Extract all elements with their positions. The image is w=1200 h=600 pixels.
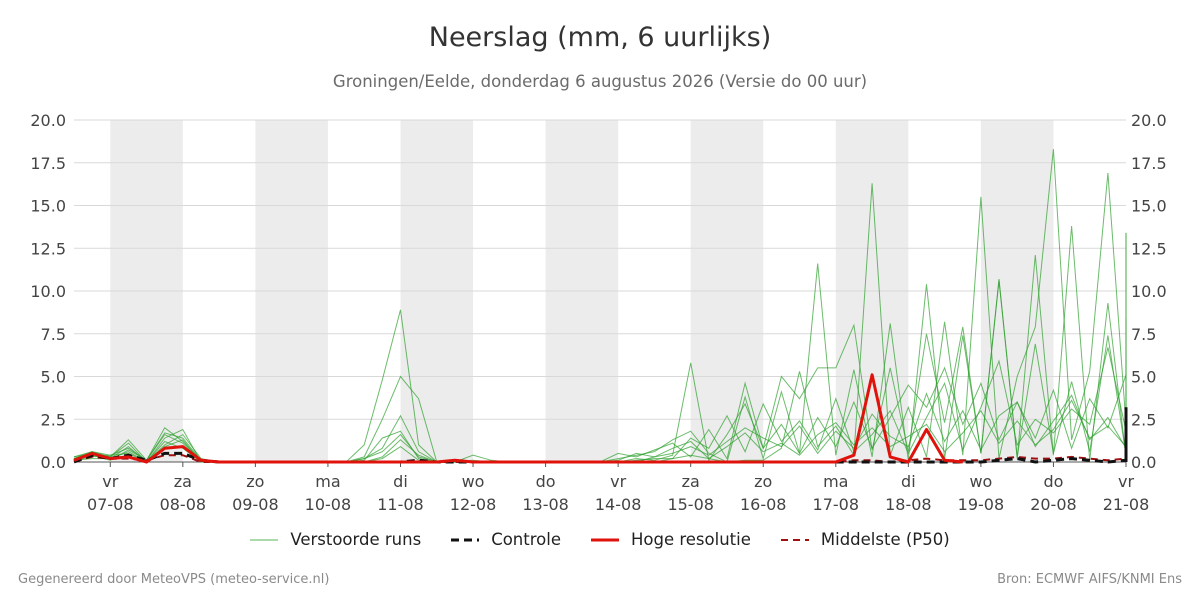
y-tick-label-left: 10.0 [30, 282, 66, 301]
y-tick-label-right: 2.5 [1131, 410, 1156, 429]
legend-item-control: Controle [451, 530, 561, 549]
legend-item-hires: Hoge resolutie [590, 530, 751, 549]
x-tick-date: 15-08 [667, 495, 714, 514]
legend-swatch-ensemble [250, 539, 279, 540]
x-tick-date: 19-08 [958, 495, 1005, 514]
y-tick-label-left: 17.5 [30, 154, 66, 173]
chart-title: Neerslag (mm, 6 uurlijks) [428, 22, 772, 53]
x-tick-weekday: ma [315, 472, 340, 491]
y-tick-label-left: 7.5 [41, 325, 66, 344]
legend-label-control: Controle [491, 530, 561, 549]
x-tick-weekday: di [393, 472, 408, 491]
x-tick-date: 18-08 [885, 495, 932, 514]
x-tick-weekday: za [682, 472, 700, 491]
chart-subtitle: Groningen/Eelde, donderdag 6 augustus 20… [332, 72, 868, 91]
y-tick-label-left: 12.5 [30, 239, 66, 258]
x-tick-date: 14-08 [595, 495, 642, 514]
footer-source: Bron: ECMWF AIFS/KNMI Ens [997, 572, 1182, 587]
legend-item-median: Middelste (P50) [780, 530, 950, 549]
x-tick-date: 10-08 [305, 495, 352, 514]
y-tick-label-right: 0.0 [1131, 453, 1156, 472]
y-tick-label-right: 17.5 [1131, 154, 1167, 173]
y-tick-label-right: 15.0 [1131, 197, 1167, 216]
y-tick-label-right: 10.0 [1131, 282, 1167, 301]
legend-swatch-control [451, 538, 480, 541]
x-tick-weekday: zo [246, 472, 264, 491]
series-line-hires [73, 373, 963, 464]
x-tick-weekday: di [901, 472, 916, 491]
legend-label-hires: Hoge resolutie [630, 530, 751, 549]
x-tick-weekday: vr [610, 472, 626, 491]
y-tick-label-left: 20.0 [30, 111, 66, 130]
x-tick-date: 13-08 [522, 495, 569, 514]
x-tick-date: 21-08 [1103, 495, 1150, 514]
x-tick-weekday: do [536, 472, 556, 491]
x-tick-date: 08-08 [160, 495, 207, 514]
y-tick-label-right: 12.5 [1131, 239, 1167, 258]
y-tick-label-left: 2.5 [41, 410, 66, 429]
y-tick-label-right: 20.0 [1131, 111, 1167, 130]
x-tick-weekday: vr [1118, 472, 1134, 491]
legend-item-ensemble: Verstoorde runs [250, 530, 421, 549]
x-tick-date: 17-08 [813, 495, 860, 514]
x-tick-date: 11-08 [377, 495, 424, 514]
y-tick-label-left: 0.0 [41, 453, 66, 472]
y-tick-label-right: 5.0 [1131, 368, 1156, 387]
x-tick-weekday: zo [754, 472, 772, 491]
legend-label-median: Middelste (P50) [820, 530, 950, 549]
x-tick-date: 09-08 [232, 495, 279, 514]
x-tick-date: 16-08 [740, 495, 787, 514]
axes: 0.0 0.0 2.5 2.5 5.0 5.0 7.5 7.5 10.0 10.0 12.5 12.5… [30, 111, 1166, 514]
footer-generated-by: Gegenereerd door MeteoVPS (meteo-service… [18, 572, 330, 587]
legend-label-ensemble: Verstoorde runs [290, 530, 422, 549]
x-tick-weekday: vr [102, 472, 118, 491]
x-tick-date: 20-08 [1030, 495, 1077, 514]
x-tick-weekday: do [1043, 472, 1063, 491]
y-tick-label-left: 15.0 [30, 197, 66, 216]
legend-swatch-median [780, 538, 809, 541]
x-tick-weekday: za [174, 472, 192, 491]
y-tick-label-right: 7.5 [1131, 325, 1156, 344]
x-tick-weekday: wo [969, 472, 992, 491]
x-tick-date: 07-08 [87, 495, 134, 514]
legend-swatch-hires [590, 538, 619, 541]
x-tick-weekday: ma [823, 472, 848, 491]
x-tick-weekday: wo [462, 472, 485, 491]
main-series [73, 373, 1128, 464]
y-tick-label-left: 5.0 [41, 368, 66, 387]
chart-legend: Verstoorde runs Controle Hoge resolutie … [0, 530, 1200, 549]
x-tick-date: 12-08 [450, 495, 497, 514]
